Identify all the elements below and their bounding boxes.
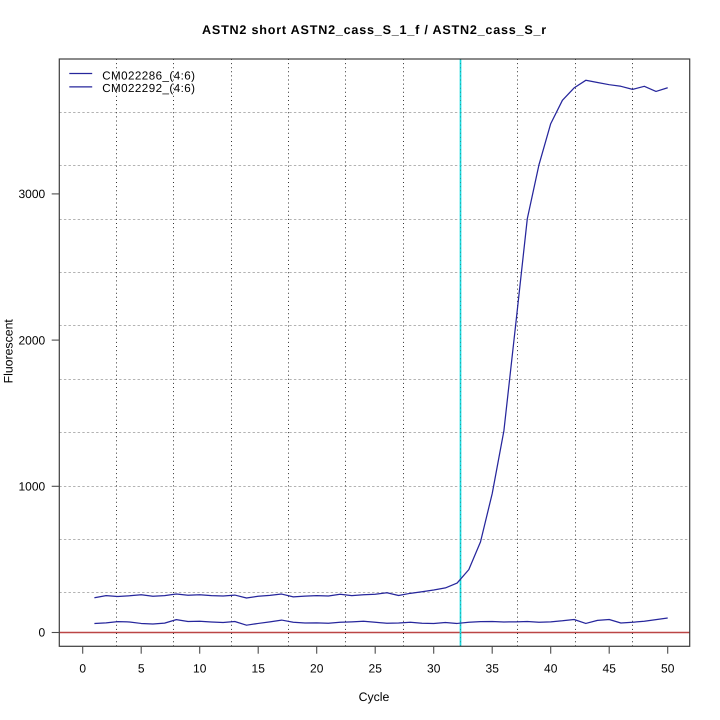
svg-text:20: 20 (310, 661, 324, 675)
svg-text:CM022292_(4:6): CM022292_(4:6) (102, 82, 195, 95)
svg-text:30: 30 (427, 661, 441, 675)
svg-text:45: 45 (603, 661, 617, 675)
svg-text:50: 50 (661, 661, 675, 675)
svg-text:25: 25 (369, 661, 383, 675)
svg-text:Cycle: Cycle (359, 690, 390, 704)
svg-text:3000: 3000 (18, 187, 45, 201)
svg-text:0: 0 (39, 626, 46, 640)
svg-text:15: 15 (252, 661, 266, 675)
svg-text:2000: 2000 (18, 333, 45, 347)
svg-text:ASTN2 short ASTN2_cass_S_1_f /: ASTN2 short ASTN2_cass_S_1_f / ASTN2_cas… (202, 23, 547, 37)
svg-text:40: 40 (544, 661, 558, 675)
svg-text:1000: 1000 (18, 479, 45, 493)
svg-text:0: 0 (79, 661, 86, 675)
svg-text:10: 10 (193, 661, 207, 675)
svg-text:35: 35 (486, 661, 500, 675)
svg-text:Fluorescent: Fluorescent (2, 319, 16, 384)
svg-text:CM022286_(4:6): CM022286_(4:6) (102, 69, 195, 82)
svg-text:5: 5 (138, 661, 145, 675)
